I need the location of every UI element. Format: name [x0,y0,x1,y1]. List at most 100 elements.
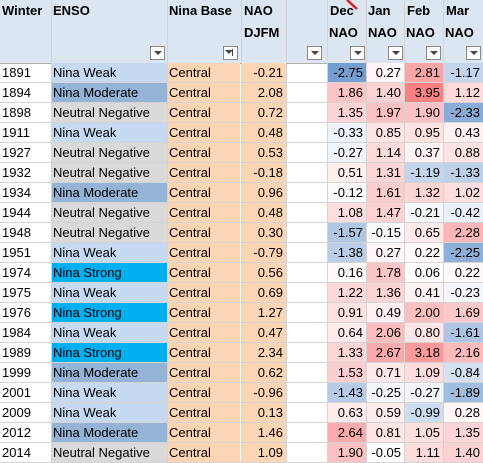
blank-cell[interactable] [286,123,327,142]
winter-cell[interactable]: 2009 [2,405,31,420]
feb-cell[interactable]: 1.05 [404,423,443,442]
dec-cell[interactable]: -2.75 [327,63,366,82]
blank-cell[interactable] [286,163,327,182]
jan-cell[interactable]: 0.27 [366,63,404,82]
jan-cell[interactable]: 1.97 [366,103,404,122]
winter-cell[interactable]: 1911 [2,125,30,140]
winter-cell[interactable]: 1989 [2,345,31,360]
djfm-cell[interactable]: 1.09 [241,443,286,462]
dec-cell[interactable]: 1.90 [327,443,366,462]
mar-cell[interactable]: 0.28 [443,403,483,422]
base-cell[interactable]: Central [167,143,240,162]
dec-cell[interactable]: 0.51 [327,163,366,182]
blank-cell[interactable] [286,423,327,442]
winter-cell[interactable]: 1999 [2,365,31,380]
enso-cell[interactable]: Nina Strong [51,303,167,322]
blank-cell[interactable] [286,343,327,362]
djfm-cell[interactable]: 0.72 [241,103,286,122]
djfm-cell[interactable]: -0.18 [241,163,286,182]
dec-cell[interactable]: 2.64 [327,423,366,442]
enso-cell[interactable]: Nina Strong [51,263,167,282]
feb-filter-dropdown-icon[interactable] [426,46,441,60]
enso-cell[interactable]: Nina Moderate [51,363,167,382]
jan-cell[interactable]: 1.78 [366,263,404,282]
mar-cell[interactable]: -0.23 [443,283,483,302]
mar-cell[interactable]: 1.02 [443,183,483,202]
base-cell[interactable]: Central [167,83,240,102]
feb-cell[interactable]: 0.37 [404,143,443,162]
feb-cell[interactable]: 2.81 [404,63,443,82]
base-cell[interactable]: Central [167,103,240,122]
jan-cell[interactable]: 1.61 [366,183,404,202]
base-cell[interactable]: Central [167,343,240,362]
jan-cell[interactable]: -0.05 [366,443,404,462]
base-cell[interactable]: Central [167,383,240,402]
blank-cell[interactable] [286,363,327,382]
djfm-cell[interactable]: -0.21 [241,63,286,82]
mar-cell[interactable]: -0.42 [443,203,483,222]
jan-cell[interactable]: 1.47 [366,203,404,222]
dec-cell[interactable]: 1.86 [327,83,366,102]
winter-cell[interactable]: 1934 [2,185,31,200]
winter-cell[interactable]: 1891 [2,65,31,80]
blank-cell[interactable] [286,243,327,262]
base-cell[interactable]: Central [167,363,240,382]
blank-cell[interactable] [286,223,327,242]
mar-cell[interactable]: 0.88 [443,143,483,162]
enso-cell[interactable]: Neutral Negative [51,203,167,222]
enso-cell[interactable]: Neutral Negative [51,223,167,242]
blank-cell[interactable] [286,443,327,462]
jan-cell[interactable]: 1.40 [366,83,404,102]
djfm-cell[interactable]: -0.96 [241,383,286,402]
jan-cell[interactable]: -0.15 [366,223,404,242]
feb-cell[interactable]: 0.80 [404,323,443,342]
feb-cell[interactable]: 0.06 [404,263,443,282]
feb-cell[interactable]: 0.95 [404,123,443,142]
feb-cell[interactable]: -1.19 [404,163,443,182]
mar-filter-dropdown-icon[interactable] [466,46,481,60]
mar-cell[interactable]: -0.84 [443,363,483,382]
enso-cell[interactable]: Nina Weak [51,63,167,82]
base-cell[interactable]: Central [167,123,240,142]
enso-cell[interactable]: Neutral Negative [51,163,167,182]
feb-cell[interactable]: -0.21 [404,203,443,222]
base-cell[interactable]: Central [167,403,240,422]
mar-cell[interactable]: 1.35 [443,423,483,442]
dec-cell[interactable]: 1.08 [327,203,366,222]
base-cell[interactable]: Central [167,223,240,242]
feb-cell[interactable]: 1.90 [404,103,443,122]
jan-cell[interactable]: 0.27 [366,243,404,262]
blank-cell[interactable] [286,303,327,322]
jan-cell[interactable]: 1.14 [366,143,404,162]
mar-cell[interactable]: -2.33 [443,103,483,122]
enso-cell[interactable]: Nina Moderate [51,83,167,102]
base-cell[interactable]: Central [167,63,240,82]
djfm-cell[interactable]: 0.96 [241,183,286,202]
djfm-cell[interactable]: 0.56 [241,263,286,282]
jan-cell[interactable]: 2.67 [366,343,404,362]
dec-cell[interactable]: 0.63 [327,403,366,422]
enso-filter-dropdown-icon[interactable] [150,46,165,60]
nina-base-filter-active-icon[interactable] [223,46,238,60]
dec-cell[interactable]: -0.12 [327,183,366,202]
enso-cell[interactable]: Nina Weak [51,243,167,262]
djfm-cell[interactable]: 0.30 [241,223,286,242]
blank-cell[interactable] [286,383,327,402]
djfm-cell[interactable]: 0.48 [241,203,286,222]
feb-cell[interactable]: 3.95 [404,83,443,102]
blank-cell[interactable] [286,283,327,302]
mar-cell[interactable]: 1.12 [443,83,483,102]
blank-cell[interactable] [286,143,327,162]
jan-cell[interactable]: 0.71 [366,363,404,382]
feb-cell[interactable]: -0.99 [404,403,443,422]
dec-cell[interactable]: 1.22 [327,283,366,302]
winter-cell[interactable]: 1927 [2,145,31,160]
blank-cell[interactable] [286,263,327,282]
feb-cell[interactable]: 0.41 [404,283,443,302]
mar-cell[interactable]: 2.28 [443,223,483,242]
mar-cell[interactable]: 0.22 [443,263,483,282]
enso-cell[interactable]: Nina Weak [51,123,167,142]
mar-cell[interactable]: -2.25 [443,243,483,262]
blank-cell[interactable] [286,403,327,422]
feb-cell[interactable]: 2.00 [404,303,443,322]
